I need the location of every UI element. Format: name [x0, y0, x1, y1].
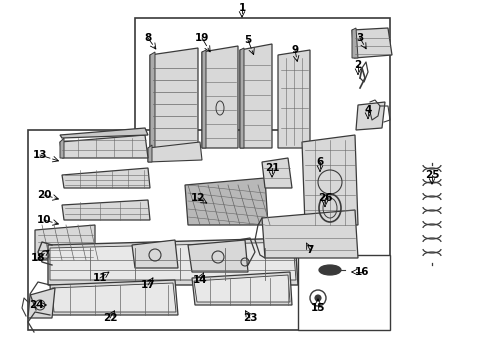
Polygon shape: [194, 275, 289, 302]
Polygon shape: [302, 135, 357, 225]
Polygon shape: [132, 240, 178, 268]
Polygon shape: [148, 145, 152, 162]
Polygon shape: [262, 158, 291, 188]
Polygon shape: [52, 283, 176, 312]
Bar: [28, 130, 305, 330]
Polygon shape: [50, 242, 295, 280]
Polygon shape: [60, 135, 148, 158]
Polygon shape: [50, 280, 178, 315]
Polygon shape: [28, 288, 55, 318]
Text: 1: 1: [238, 3, 245, 13]
Polygon shape: [202, 50, 205, 148]
Polygon shape: [35, 225, 95, 260]
Polygon shape: [187, 240, 247, 272]
Text: 11: 11: [93, 273, 107, 283]
Text: 25: 25: [424, 170, 438, 180]
Text: 15: 15: [310, 303, 325, 313]
Text: 24: 24: [29, 300, 43, 310]
Polygon shape: [240, 44, 271, 148]
Polygon shape: [148, 142, 202, 162]
Text: 4: 4: [364, 105, 371, 115]
Text: 22: 22: [102, 313, 117, 323]
Ellipse shape: [318, 265, 340, 275]
Text: 21: 21: [264, 163, 279, 173]
Text: 8: 8: [144, 33, 151, 43]
Text: 20: 20: [37, 190, 51, 200]
Polygon shape: [202, 46, 238, 148]
Polygon shape: [184, 178, 267, 225]
Polygon shape: [351, 28, 391, 58]
Text: 6: 6: [316, 157, 323, 167]
Polygon shape: [62, 200, 150, 220]
Text: 3: 3: [356, 33, 363, 43]
Text: 17: 17: [141, 280, 155, 290]
Polygon shape: [355, 102, 384, 130]
Bar: [135, 18, 389, 320]
Polygon shape: [262, 210, 357, 258]
Text: 14: 14: [192, 275, 207, 285]
Polygon shape: [150, 52, 155, 148]
Polygon shape: [192, 272, 291, 305]
Bar: [297, 255, 389, 330]
Text: 18: 18: [31, 253, 45, 263]
Text: 16: 16: [354, 267, 368, 277]
Text: 5: 5: [244, 35, 251, 45]
Polygon shape: [60, 128, 148, 138]
Polygon shape: [278, 50, 309, 148]
Text: 2: 2: [354, 60, 361, 70]
Text: 9: 9: [291, 45, 298, 55]
Polygon shape: [60, 138, 64, 158]
Text: 13: 13: [33, 150, 47, 160]
Text: 7: 7: [305, 245, 313, 255]
Text: 23: 23: [242, 313, 257, 323]
Polygon shape: [240, 48, 244, 148]
Text: 26: 26: [317, 193, 331, 203]
Text: 19: 19: [194, 33, 209, 43]
Text: 10: 10: [37, 215, 51, 225]
Polygon shape: [150, 48, 198, 148]
Circle shape: [314, 295, 320, 301]
Polygon shape: [351, 28, 357, 58]
Polygon shape: [62, 168, 150, 188]
Text: 12: 12: [190, 193, 205, 203]
Polygon shape: [48, 238, 297, 285]
